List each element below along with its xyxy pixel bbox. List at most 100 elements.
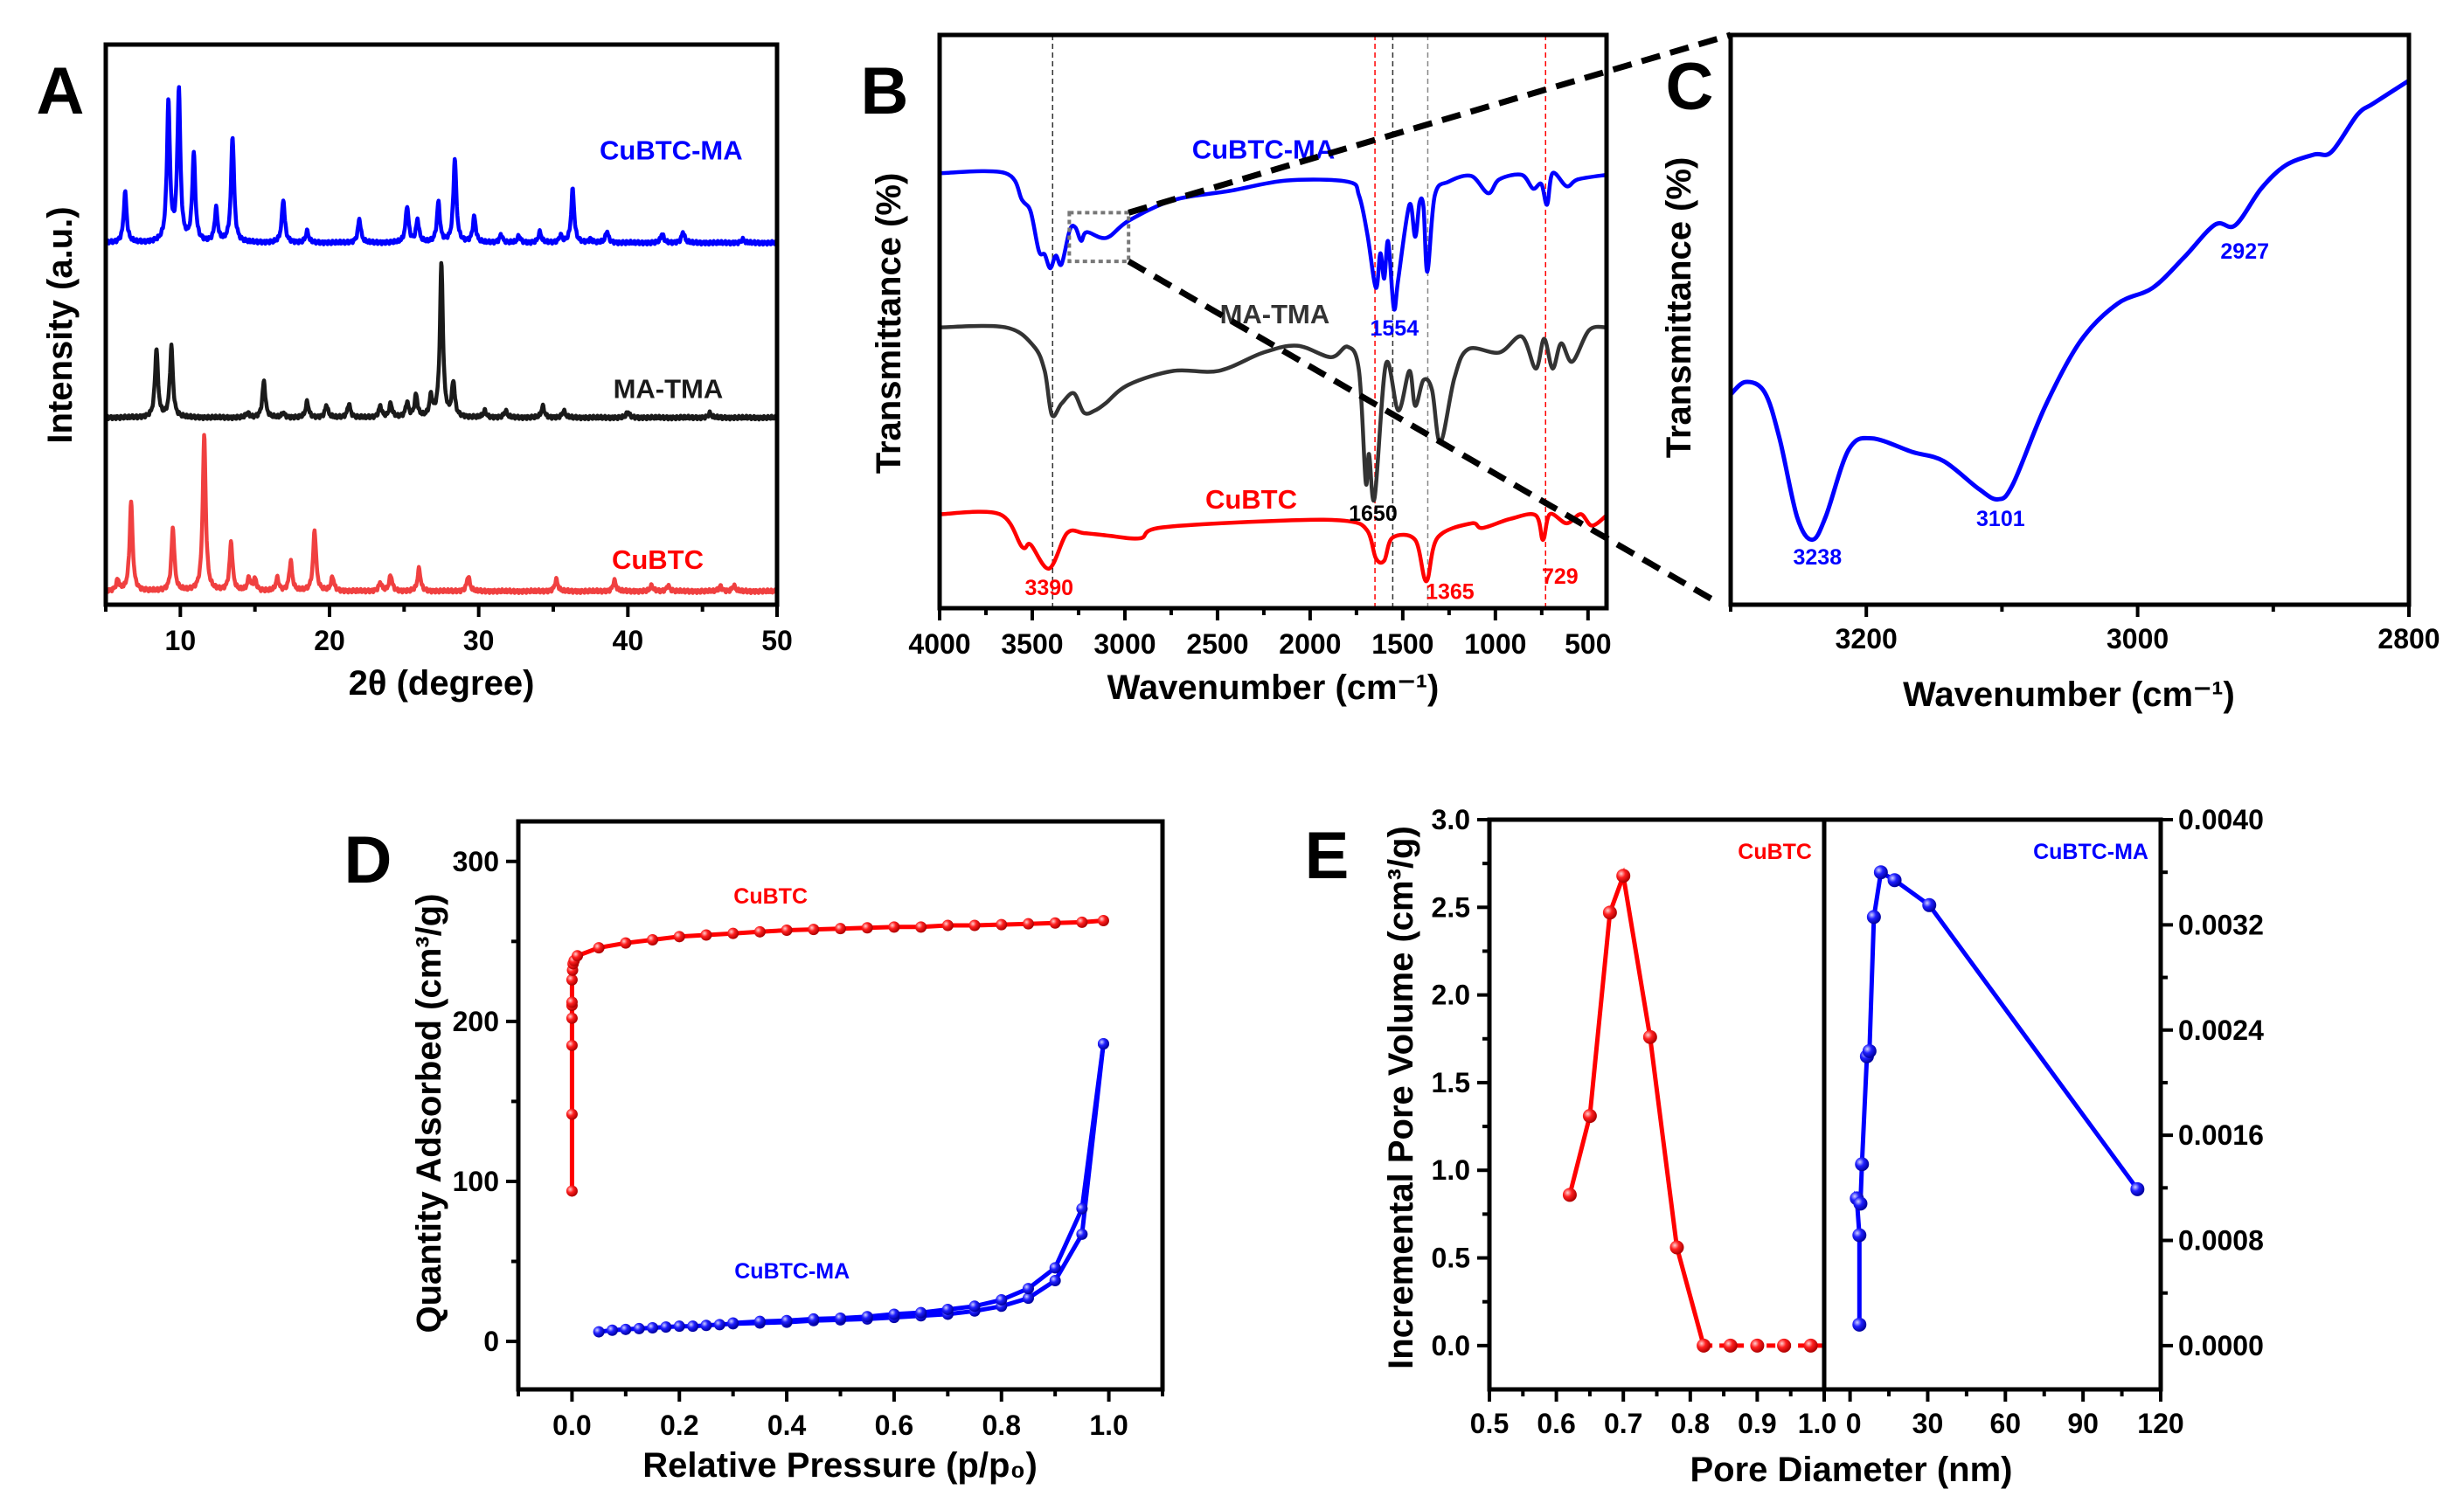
x-tick-label: 120 (2137, 1408, 2183, 1439)
cubtc-ma-psd-point (1887, 873, 1902, 888)
isotherm-point (566, 1108, 578, 1120)
peak-label: 1554 (1371, 316, 1419, 341)
isotherm-point (808, 924, 820, 936)
isotherm-point (673, 931, 685, 943)
y-tick-label-left: 0.0 (1432, 1330, 1470, 1361)
isotherm-point (647, 933, 659, 945)
cubtc-psd-point (1602, 905, 1617, 920)
zoom-connector-line (1128, 31, 1732, 216)
panel-b-frame (937, 32, 1609, 611)
isotherm-point (566, 1039, 578, 1051)
isotherm-point (835, 923, 846, 935)
isotherm-point (566, 1185, 578, 1197)
x-tick-label: 500 (1565, 628, 1611, 660)
peak-label: 3390 (1024, 576, 1073, 600)
x-tick-label: 0.8 (1671, 1408, 1710, 1439)
x-tick-label: 2500 (1186, 628, 1248, 660)
x-tick-label: 4000 (908, 628, 970, 660)
x-tick-label: 0.0 (552, 1410, 591, 1441)
isotherm-point (620, 1323, 632, 1335)
y-tick-label: 0 (483, 1326, 499, 1357)
isotherm-point (1022, 1283, 1034, 1295)
x-tick-label: 1000 (1464, 628, 1526, 660)
peak-label: 1365 (1426, 580, 1475, 605)
x-axis-title: Relative Pressure (p/p₀) (642, 1446, 1038, 1485)
isotherm-point (861, 922, 873, 934)
x-tick-label: 0.7 (1604, 1408, 1642, 1439)
peak-label: 1650 (1349, 502, 1398, 526)
isotherm-point (888, 1308, 900, 1320)
series-label: MA-TMA (614, 374, 724, 405)
cubtc-psd-point (1803, 1338, 1818, 1353)
cubtc-ma-psd-point (1852, 1228, 1867, 1243)
isotherm-point (687, 1320, 699, 1333)
panel-a-xrd (104, 85, 778, 595)
isotherm-point (1022, 918, 1034, 930)
isotherm-point (700, 929, 712, 941)
panel-letter-B: B (861, 54, 909, 128)
zoom-connector-line (1127, 259, 1720, 606)
panel-b-ftir (939, 35, 1608, 608)
x-tick-label: 0.6 (1537, 1408, 1575, 1439)
y-tick-label-right: 0.0000 (2178, 1330, 2264, 1361)
x-tick-label: 1.0 (1798, 1408, 1836, 1439)
y-tick-label: 300 (453, 846, 499, 877)
isotherm-point (996, 918, 1008, 931)
isotherm-point (633, 1322, 645, 1334)
y-axis-title: Intensity (a.u.) (41, 206, 80, 443)
x-axis-title: 2θ (degree) (349, 664, 535, 703)
x-tick-label: 0.6 (875, 1410, 913, 1441)
y-tick-label-left: 3.0 (1432, 804, 1470, 835)
cubtc-ma-psd-point (1852, 1317, 1867, 1332)
y-axis-title: Transmittance (%) (870, 173, 908, 474)
cubtc-ma-psd-line (1854, 869, 2140, 1325)
x-tick-label: 10 (165, 625, 197, 656)
panel-letter-A: A (37, 54, 85, 128)
isotherm-point (566, 996, 578, 1008)
isotherm-point (915, 921, 927, 933)
isotherm-point (941, 919, 954, 932)
x-tick-label: 2000 (1279, 628, 1341, 660)
peak-label: 2927 (2220, 239, 2269, 264)
cubtc-ma-psd-point (2130, 1181, 2145, 1196)
panel-a-frame (103, 42, 780, 607)
y-axis-title: Transmittance (%) (1660, 157, 1698, 459)
peak-label: 729 (1542, 565, 1579, 589)
isotherm-point (727, 927, 739, 939)
isotherm-point (781, 1314, 793, 1326)
isotherm-point (941, 1303, 954, 1315)
cubtc-psd-point (1562, 1188, 1577, 1202)
cubtc-ma-psd-point (1922, 897, 1937, 912)
panel-d-isotherm (566, 915, 1109, 1338)
y-tick-label-left: 2.5 (1432, 891, 1470, 923)
x-tick-label: 60 (1990, 1408, 2022, 1439)
isotherm-point (1076, 1228, 1088, 1240)
ftir-series-cubtc-ma (939, 169, 1607, 312)
panel-letter-E: E (1305, 819, 1350, 893)
panel-d-frame (516, 819, 1165, 1392)
ftir-zoom-series (1729, 79, 2411, 543)
series-label: CuBTC (612, 544, 704, 575)
cubtc-psd-point (1723, 1338, 1738, 1353)
isotherm-point (888, 921, 900, 933)
x-tick-label: 3000 (2107, 623, 2169, 655)
panel-letter-C: C (1666, 50, 1714, 124)
y-tick-label-left: 1.0 (1432, 1154, 1470, 1186)
isotherm-line (569, 918, 1104, 1191)
isotherm-point (1022, 1292, 1034, 1305)
isotherm-point (968, 1300, 981, 1313)
x-tick-label: 0.8 (982, 1410, 1021, 1441)
isotherm-point (713, 1319, 725, 1331)
isotherm-point (1049, 1262, 1061, 1274)
isotherm-point (647, 1322, 659, 1334)
xrd-series-cubtc-ma (104, 85, 778, 247)
y-tick-label-left: 1.5 (1432, 1067, 1470, 1098)
x-tick-label: 3500 (1001, 628, 1063, 660)
isotherm-point (753, 925, 766, 938)
cubtc-ma-psd-point (1855, 1157, 1870, 1172)
cubtc-psd-point (1582, 1109, 1597, 1124)
series-label: CuBTC-MA (2033, 840, 2148, 864)
cubtc-psd-point (1669, 1240, 1684, 1255)
xrd-series-ma-tma (104, 260, 778, 422)
